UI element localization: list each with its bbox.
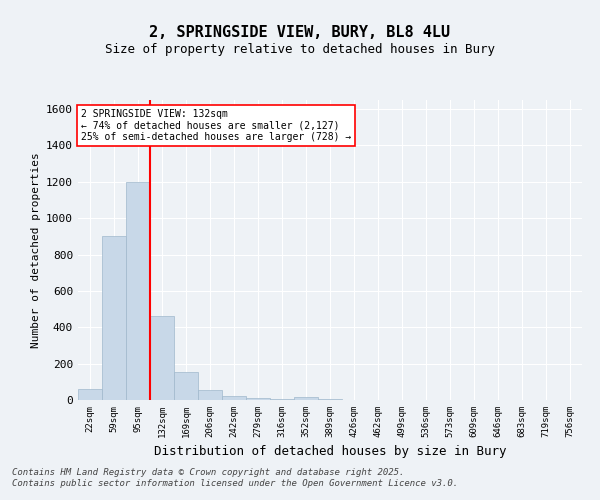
Bar [294,398,318,400]
Text: Size of property relative to detached houses in Bury: Size of property relative to detached ho… [105,44,495,57]
Bar [78,389,102,400]
Bar [246,398,270,400]
Bar [102,236,126,400]
Bar [150,316,174,400]
Bar [198,390,222,400]
Bar [222,396,246,400]
Bar [318,399,342,400]
Bar [174,372,198,400]
Y-axis label: Number of detached properties: Number of detached properties [31,152,41,348]
Text: 2 SPRINGSIDE VIEW: 132sqm
← 74% of detached houses are smaller (2,127)
25% of se: 2 SPRINGSIDE VIEW: 132sqm ← 74% of detac… [80,109,351,142]
Text: Contains HM Land Registry data © Crown copyright and database right 2025.
Contai: Contains HM Land Registry data © Crown c… [12,468,458,487]
Bar [126,182,150,400]
X-axis label: Distribution of detached houses by size in Bury: Distribution of detached houses by size … [154,446,506,458]
Bar [270,399,294,400]
Text: 2, SPRINGSIDE VIEW, BURY, BL8 4LU: 2, SPRINGSIDE VIEW, BURY, BL8 4LU [149,25,451,40]
